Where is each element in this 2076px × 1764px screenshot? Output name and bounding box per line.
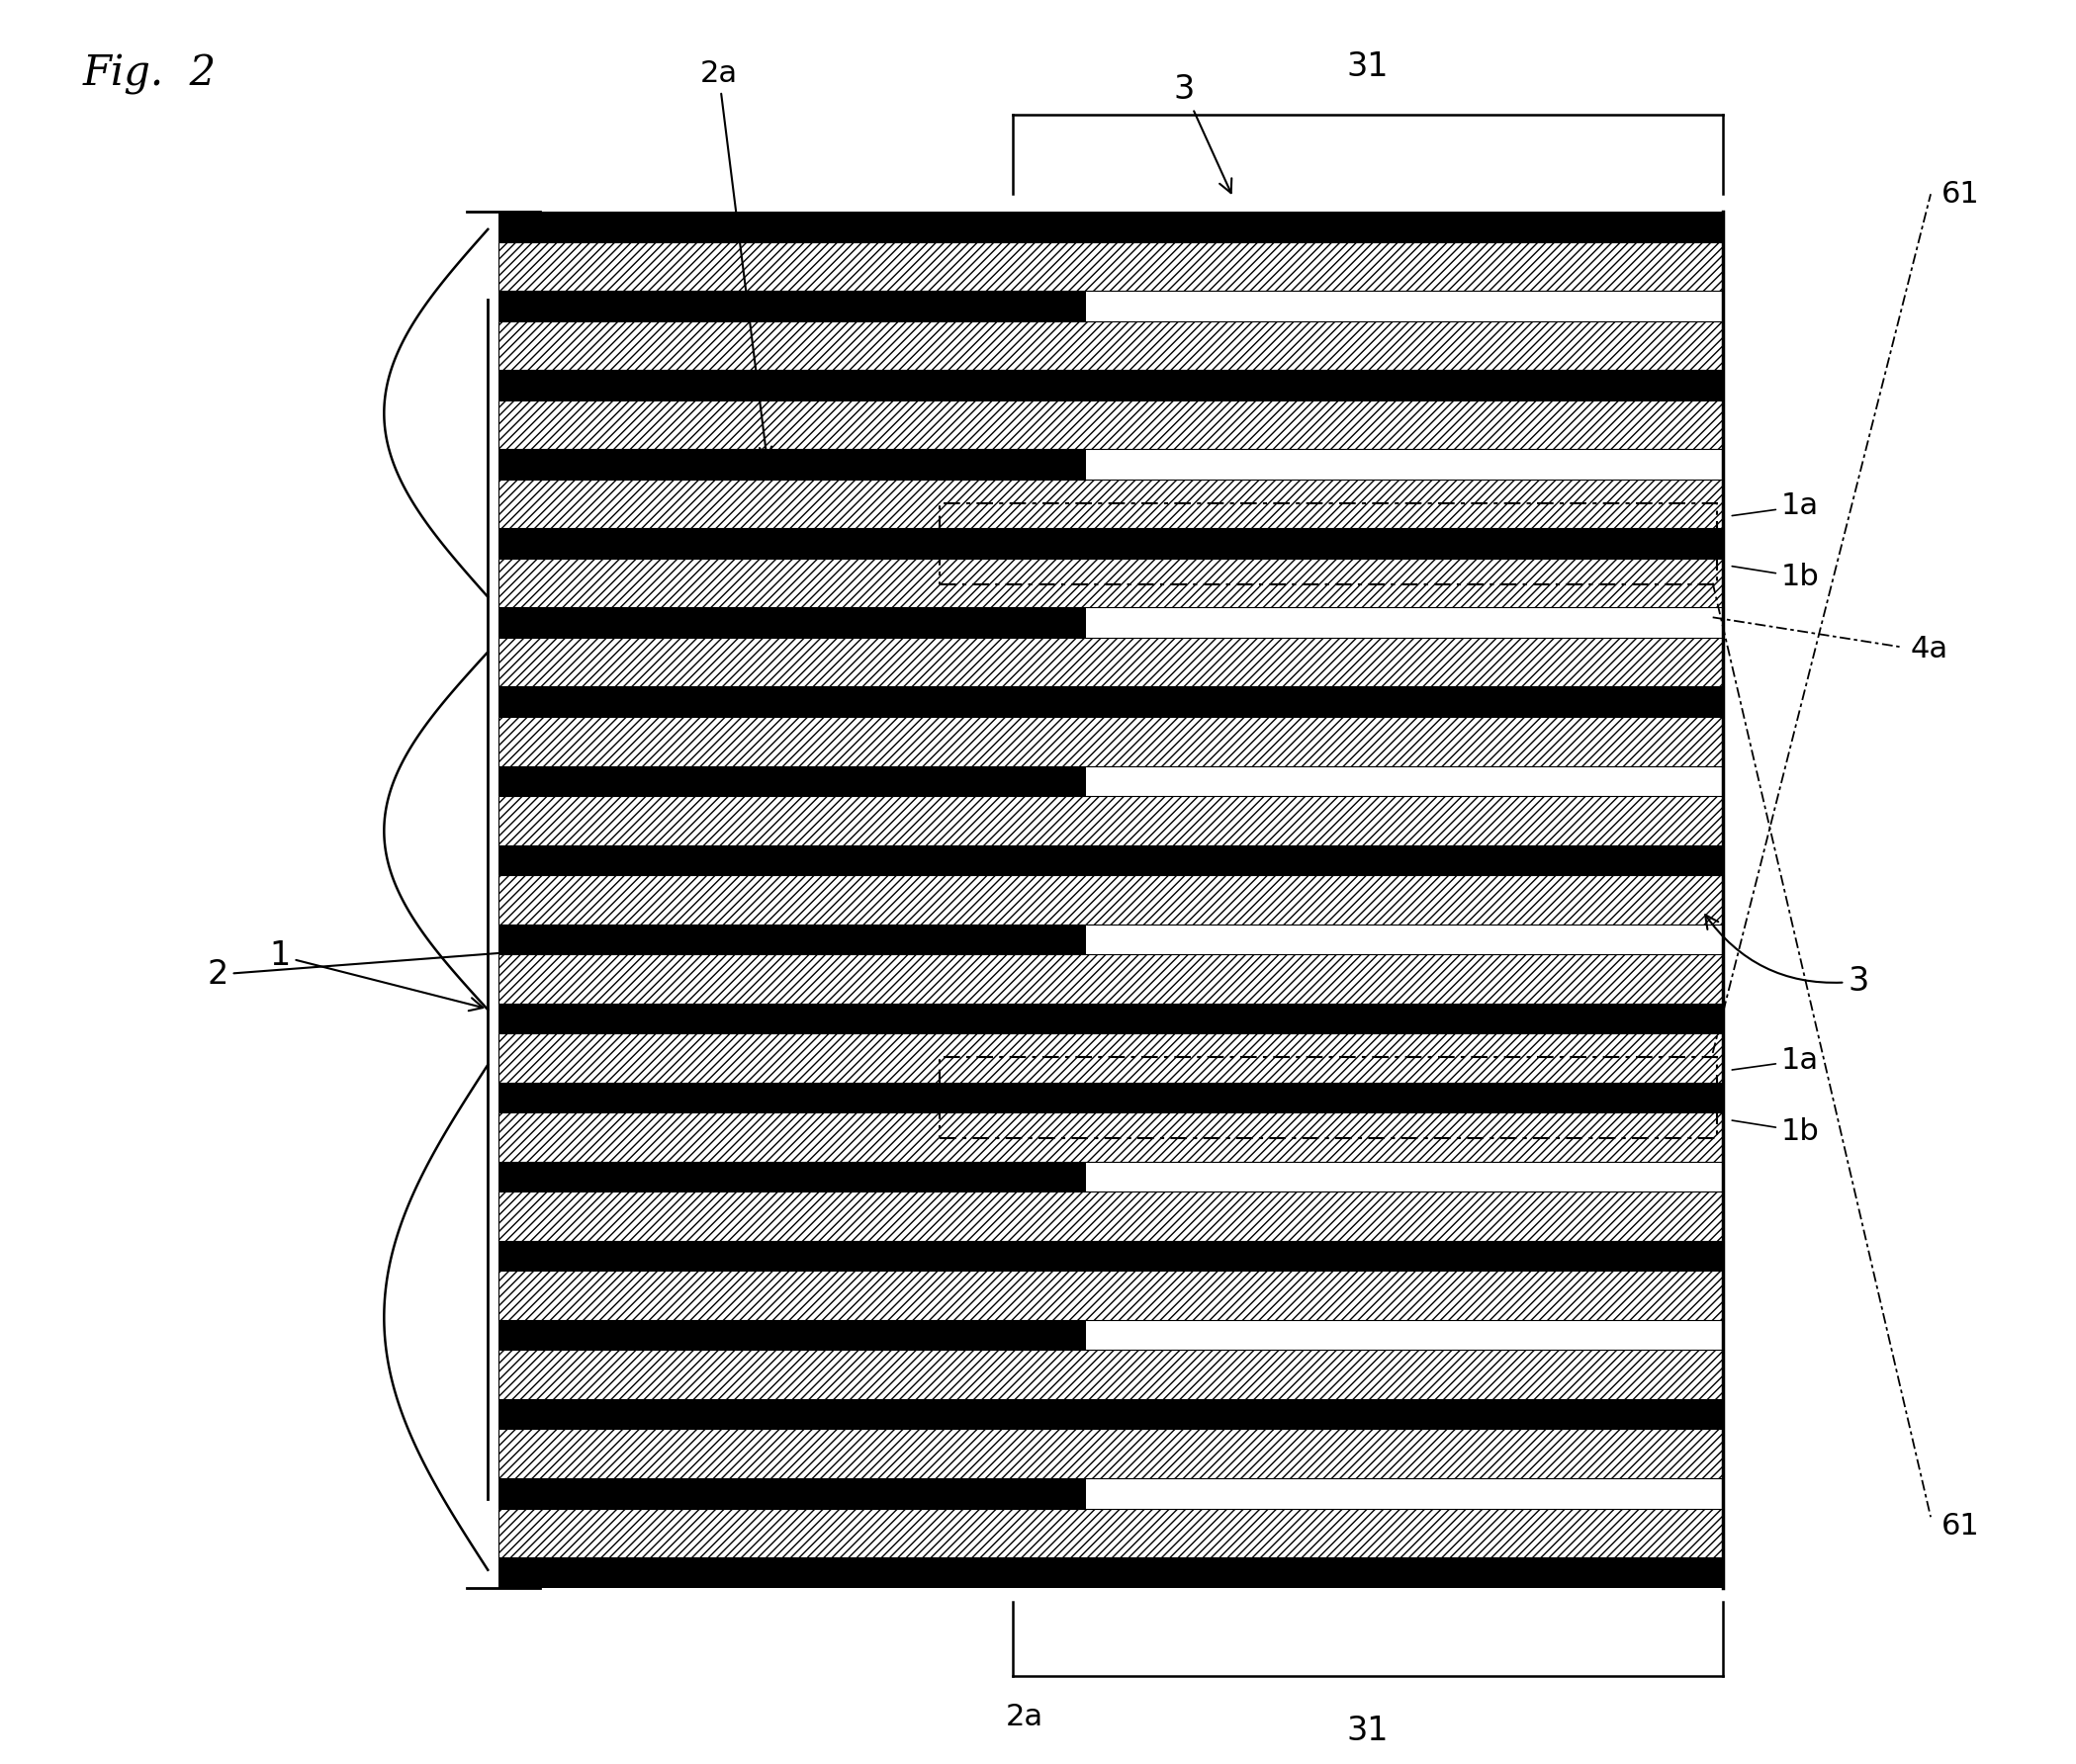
Bar [498,875,1723,924]
Bar [498,686,1723,716]
Bar [498,242,1723,291]
Text: Fig.  2: Fig. 2 [83,53,216,95]
Bar [498,1240,1723,1270]
Bar [1171,531,1219,556]
Bar [1356,1085,1401,1110]
Bar [498,1319,1086,1349]
Bar [498,559,1723,607]
Text: 61: 61 [1941,180,1978,208]
Bar [498,1034,1723,1083]
Bar [498,321,1723,370]
Text: 61: 61 [1941,1512,1978,1540]
Text: 1a: 1a [1731,492,1819,520]
Bar [498,529,1723,559]
Bar [498,212,1723,1588]
Bar [498,845,1723,875]
Text: 3: 3 [1704,916,1868,998]
Text: 3: 3 [1173,74,1231,192]
Text: 2a: 2a [700,60,772,459]
Bar [498,637,1723,686]
Bar [498,212,1723,242]
Bar [498,766,1086,796]
Bar [498,1162,1086,1192]
Bar [1171,1085,1219,1110]
Bar [1264,1085,1310,1110]
Bar [498,875,1723,924]
Bar [498,1429,1723,1478]
Bar [498,1270,1723,1319]
Bar [938,503,1717,584]
Bar [498,1349,1723,1399]
Text: 1: 1 [270,940,484,1011]
Bar [498,1558,1723,1588]
Text: 1a: 1a [1731,1046,1819,1074]
Bar [498,954,1723,1004]
Bar [498,242,1723,291]
Bar [498,1508,1723,1558]
Text: 31: 31 [1347,51,1389,83]
Bar [498,1113,1723,1162]
Bar [498,1508,1723,1558]
Bar [498,607,1086,637]
Bar [498,370,1723,400]
Bar [498,1004,1723,1034]
Bar [498,1399,1723,1429]
Bar [498,954,1723,1004]
Bar [498,480,1723,529]
Text: 31: 31 [1347,1715,1389,1746]
Bar [988,531,1034,556]
Bar [938,1057,1717,1138]
Text: 1b: 1b [1731,563,1819,591]
Bar [498,1083,1723,1113]
Bar [498,400,1723,450]
Bar [1080,531,1127,556]
Bar [498,796,1723,845]
Bar [498,321,1723,370]
Text: 2: 2 [208,933,677,991]
Bar [498,1349,1723,1399]
Bar [1080,1085,1127,1110]
Bar [498,1192,1723,1240]
Bar [498,291,1086,321]
Bar [498,1429,1723,1478]
Text: 4a: 4a [1910,635,1947,663]
Bar [498,716,1723,766]
Bar [498,796,1723,845]
Bar [1264,531,1310,556]
Bar [498,637,1723,686]
Bar [498,1034,1723,1083]
Bar [498,1192,1723,1240]
Bar [498,400,1723,450]
Bar [498,480,1723,529]
Bar [498,924,1086,954]
Bar [498,559,1723,607]
Text: 1b: 1b [1731,1117,1819,1145]
Bar [498,1113,1723,1162]
Text: 2a: 2a [1007,1702,1044,1730]
Bar [988,1085,1034,1110]
Bar [498,1270,1723,1319]
Bar [498,1478,1086,1508]
Bar [1356,531,1401,556]
Bar [498,716,1723,766]
Bar [498,450,1086,480]
